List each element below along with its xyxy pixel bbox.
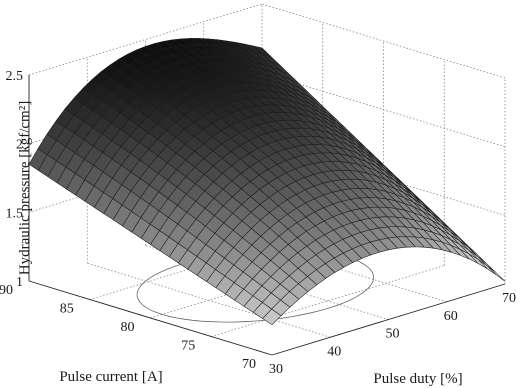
x-tick-label: 70 — [502, 291, 516, 306]
axis-box-edges — [28, 75, 506, 356]
x-tick-label: 40 — [327, 344, 341, 359]
x-tick-label: 30 — [269, 362, 283, 377]
y-axis-label: Pulse current [A] — [59, 369, 162, 385]
tick-labels: 1 1.5 2 2.5 70 75 80 85 90 30 40 50 60 70 — [0, 69, 516, 377]
z-tick-label: 1 — [16, 275, 23, 290]
y-tick-label: 75 — [181, 339, 195, 354]
y-tick-label: 85 — [60, 302, 74, 317]
z-tick-label: 2 — [16, 138, 23, 153]
x-tick-label: 60 — [444, 309, 458, 324]
surface-cell — [262, 308, 282, 326]
surface-cell — [477, 258, 497, 275]
z-axis-label: Hydraulic pressure [kgf/cm²] — [17, 101, 33, 275]
y-tick-label: 80 — [121, 320, 135, 335]
z-tick-label: 1.5 — [6, 206, 24, 221]
z-tick-label: 2.5 — [6, 69, 24, 84]
y-tick-label: 70 — [242, 357, 256, 372]
y-tick-label: 90 — [0, 283, 13, 298]
x-tick-label: 50 — [386, 327, 400, 342]
surface-mesh — [28, 38, 506, 326]
x-axis-label: Pulse duty [%] — [373, 371, 462, 387]
